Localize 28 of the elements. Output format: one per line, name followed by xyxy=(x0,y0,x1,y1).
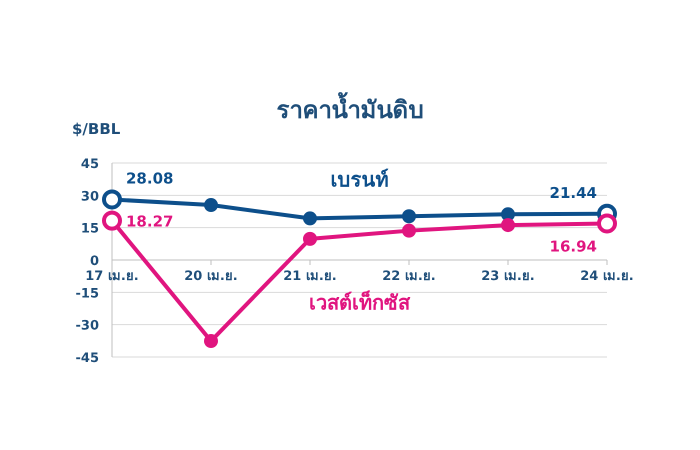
point xyxy=(402,224,416,238)
y-tick-label: -30 xyxy=(76,318,99,334)
x-tick-label: 22 เม.ย. xyxy=(382,269,436,284)
point xyxy=(303,232,317,246)
y-tick-label: 45 xyxy=(80,157,99,172)
series-label: เบรนท์ xyxy=(330,168,388,192)
chart-title: ราคาน้ำมันดิบ xyxy=(276,91,424,124)
point xyxy=(204,334,218,348)
x-tick-label: 21 เม.ย. xyxy=(283,269,337,284)
y-tick-label: -15 xyxy=(76,286,99,302)
series-label: เวสต์เท็กซัส xyxy=(309,290,411,315)
x-tick-label: 24 เม.ย. xyxy=(580,269,634,284)
x-tick-label: 23 เม.ย. xyxy=(481,269,535,284)
data-label: 18.27 xyxy=(126,212,174,231)
y-tick-label: 15 xyxy=(80,222,99,237)
y-axis-title: $/BBL xyxy=(72,120,121,138)
point xyxy=(303,211,317,226)
data-label: 16.94 xyxy=(550,237,597,256)
y-tick-label: 30 xyxy=(80,189,99,204)
x-tick-label: 17 เม.ย. xyxy=(85,269,139,284)
x-tick-label: 20 เม.ย. xyxy=(184,269,238,284)
y-tick-label: 0 xyxy=(90,254,99,269)
point xyxy=(402,209,416,224)
point xyxy=(501,218,515,232)
data-label: 21.44 xyxy=(550,184,597,202)
point xyxy=(204,198,218,212)
data-label: 28.08 xyxy=(126,169,174,188)
y-tick-label: -45 xyxy=(76,351,99,366)
